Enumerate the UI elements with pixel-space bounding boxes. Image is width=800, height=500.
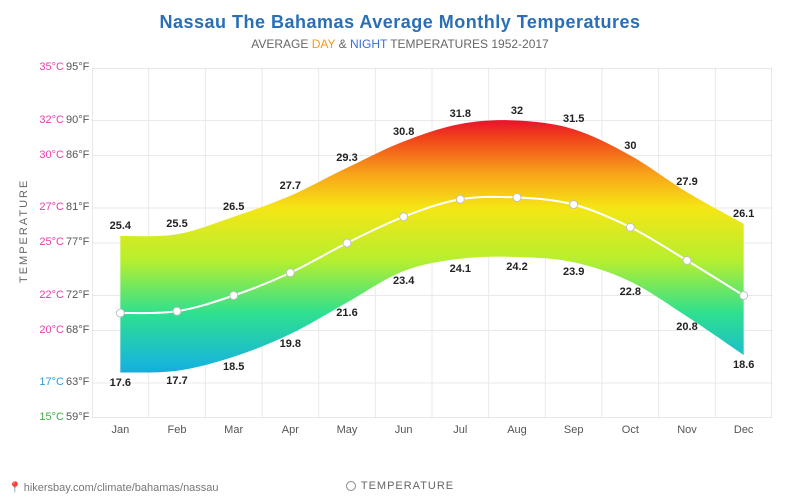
ytick-f: 68°F <box>66 324 89 336</box>
ytick-f: 90°F <box>66 114 89 126</box>
subtitle-day: DAY <box>312 37 336 51</box>
subtitle-night: NIGHT <box>350 37 387 51</box>
xtick: Apr <box>282 424 299 436</box>
footer-text: hikersbay.com/climate/bahamas/nassau <box>24 482 219 494</box>
mid-marker <box>570 201 578 209</box>
ytick-f: 81°F <box>66 201 89 213</box>
xtick: Oct <box>622 424 639 436</box>
mid-marker <box>173 307 181 315</box>
ytick-c: 30°C <box>30 149 64 161</box>
mid-marker <box>683 257 691 265</box>
ytick-c: 35°C <box>30 61 64 73</box>
ytick-c: 32°C <box>30 114 64 126</box>
ytick-c: 20°C <box>30 324 64 336</box>
chart-title: Nassau The Bahamas Average Monthly Tempe… <box>0 0 800 33</box>
mid-marker <box>513 194 521 202</box>
ytick-f: 95°F <box>66 61 89 73</box>
mid-marker <box>626 223 634 231</box>
ytick-c: 17°C <box>30 376 64 388</box>
xtick: Nov <box>677 424 697 436</box>
xtick: Jul <box>453 424 467 436</box>
ytick-c: 25°C <box>30 236 64 248</box>
xtick: May <box>337 424 358 436</box>
ytick-f: 86°F <box>66 149 89 161</box>
ytick-c: 27°C <box>30 201 64 213</box>
mid-marker <box>400 213 408 221</box>
xtick: Sep <box>564 424 584 436</box>
subtitle-avg: AVERAGE <box>251 37 311 51</box>
xtick: Aug <box>507 424 527 436</box>
temperature-chart: Nassau The Bahamas Average Monthly Tempe… <box>0 0 800 500</box>
xtick: Feb <box>168 424 187 436</box>
pin-icon: 📍 <box>8 482 22 494</box>
ytick-f: 72°F <box>66 289 89 301</box>
chart-subtitle: AVERAGE DAY & NIGHT TEMPERATURES 1952-20… <box>0 37 800 51</box>
y-axis-label: TEMPERATURE <box>18 179 30 283</box>
xtick: Dec <box>734 424 754 436</box>
ytick-c: 22°C <box>30 289 64 301</box>
legend-marker-icon <box>346 481 356 491</box>
xtick: Jan <box>111 424 129 436</box>
mid-marker <box>230 292 238 300</box>
source-url: 📍hikersbay.com/climate/bahamas/nassau <box>8 481 219 494</box>
mid-marker <box>456 195 464 203</box>
mid-marker <box>740 292 748 300</box>
ytick-f: 59°F <box>66 411 89 423</box>
subtitle-range: TEMPERATURES 1952-2017 <box>387 37 549 51</box>
ytick-f: 63°F <box>66 376 89 388</box>
legend-label: TEMPERATURE <box>361 480 454 492</box>
mid-marker <box>343 239 351 247</box>
mid-marker <box>116 309 124 317</box>
ytick-f: 77°F <box>66 236 89 248</box>
xtick: Mar <box>224 424 243 436</box>
mid-marker <box>286 269 294 277</box>
xtick: Jun <box>395 424 413 436</box>
ytick-c: 15°C <box>30 411 64 423</box>
subtitle-amp: & <box>335 37 350 51</box>
plot-area <box>92 68 772 418</box>
